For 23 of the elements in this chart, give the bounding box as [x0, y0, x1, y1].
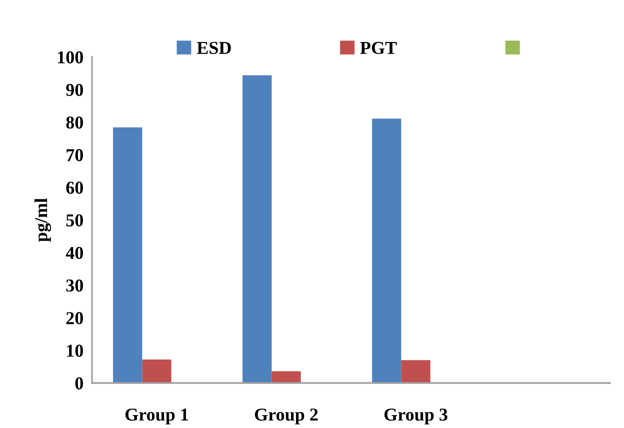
y-tick-label: 40	[66, 246, 83, 260]
legend-label: PGT	[360, 42, 397, 54]
bar	[113, 127, 142, 383]
y-tick-label: 0	[75, 377, 83, 390]
x-tick-label: Group 1	[125, 408, 188, 424]
y-tick-label: 20	[66, 312, 83, 324]
bar	[242, 75, 272, 383]
bar	[142, 360, 172, 383]
y-tick-label: 10	[67, 344, 83, 357]
y-tick-label: 50	[66, 214, 83, 226]
bar	[401, 360, 430, 383]
legend-label: ESD	[196, 42, 231, 54]
y-tick-label: 30	[66, 279, 83, 292]
bar	[372, 118, 402, 383]
y-tick-label: 60	[66, 182, 83, 194]
y-tick-label: 70	[66, 149, 83, 162]
bar	[272, 371, 301, 383]
y-axis-title: pg/ml	[34, 198, 52, 242]
x-tick-label: Group 2	[254, 408, 318, 424]
y-tick-label: 90	[66, 84, 83, 96]
y-tick-label: 100	[58, 51, 83, 64]
x-tick-label: Group 3	[384, 408, 448, 424]
y-tick-label: 80	[66, 116, 83, 129]
